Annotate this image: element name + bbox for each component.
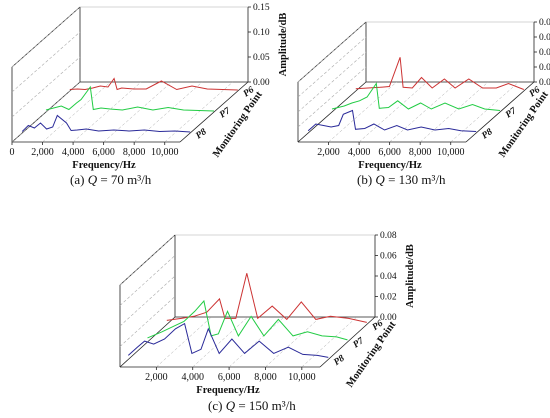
panel-b-floor-gridline bbox=[389, 81, 458, 143]
panel-a-y-tick-label: 0.05 bbox=[253, 53, 270, 63]
panel-c-floor-gridline bbox=[301, 316, 357, 368]
panel-a-floor-gridline bbox=[11, 81, 81, 143]
panel-b-x-tick-label: 4,000 bbox=[348, 147, 371, 158]
panel-a-wall-gridline bbox=[11, 31, 81, 93]
panel-b-floor-left-edge bbox=[297, 81, 367, 143]
panel-c-x-tick-label: 6,000 bbox=[218, 372, 241, 383]
panel-c-monitoring-axis bbox=[319, 316, 376, 368]
panel-a-y-tick-label: 0.10 bbox=[253, 28, 270, 38]
panel-b-wall-gridline bbox=[297, 51, 367, 113]
caption-b-text: = 130 m³/h bbox=[388, 172, 446, 187]
caption-b-label: (b) bbox=[357, 172, 373, 187]
panel-b-y-tick-label: 0.06 bbox=[539, 33, 550, 43]
panel-b-x-axis-title: Frequency/Hz bbox=[358, 160, 422, 171]
caption-c-var: Q bbox=[225, 398, 236, 413]
panel-c-series-p7 bbox=[147, 299, 348, 341]
panel-b-series-label-p8: P8 bbox=[480, 127, 495, 141]
panel-b-series-p7 bbox=[331, 82, 501, 111]
panel-c-y-tick-label: 0.02 bbox=[380, 293, 397, 303]
panel-a-y-tick-label: 0.15 bbox=[253, 3, 270, 13]
caption-c-text: = 150 m³/h bbox=[238, 398, 296, 413]
panel-c-x-tick-label: 8,000 bbox=[254, 372, 277, 383]
panel-b-y-tick-label: 0.02 bbox=[539, 63, 550, 73]
panel-a-series-p7 bbox=[45, 85, 215, 112]
panel-c-floor-gridline bbox=[228, 316, 285, 368]
caption-c: (c) Q = 150 m³/h bbox=[208, 398, 296, 414]
panel-b-x-tick-label: 10,000 bbox=[437, 147, 465, 158]
panel-a-floor-gridline bbox=[164, 81, 233, 143]
panel-c-y-tick-label: 0.06 bbox=[380, 252, 397, 262]
caption-c-label: (c) bbox=[208, 398, 223, 413]
caption-a-text: = 70 m³/h bbox=[100, 172, 152, 187]
panel-a-series-p8 bbox=[21, 114, 191, 133]
panel-a-x-tick-label: 2,000 bbox=[31, 147, 54, 158]
caption-a-label: (a) bbox=[70, 172, 85, 187]
panel-a-floor-gridline bbox=[42, 81, 111, 143]
panel-c-floor-gridline bbox=[156, 316, 212, 368]
panel-b-wall-gridline bbox=[297, 66, 367, 128]
panel-c-y-tick-label: 0.08 bbox=[380, 231, 397, 241]
panel-c-series-label-p8: P8 bbox=[332, 354, 347, 368]
panel-a-x-tick-label: 6,000 bbox=[92, 147, 115, 158]
panel-b-y-tick-label: 0.00 bbox=[539, 78, 550, 88]
panel-b-y-tick-label: 0.08 bbox=[539, 18, 550, 28]
caption-b: (b) Q = 130 m³/h bbox=[357, 172, 446, 188]
panel-a-z-axis-title: Monitoring Point bbox=[211, 89, 265, 160]
panel-b-x-tick-label: 8,000 bbox=[409, 147, 432, 158]
caption-a-var: Q bbox=[87, 172, 98, 187]
panel-b-floor-gridline bbox=[358, 81, 428, 143]
panel-a-y-axis-title: Amplitude/dB bbox=[278, 13, 289, 77]
panel-a-series-p6 bbox=[69, 77, 238, 91]
panel-a-y-tick-label: 0.00 bbox=[253, 78, 270, 88]
panel-b-x-tick-label: 2,000 bbox=[317, 147, 340, 158]
panel-b-y-tick-label: 0.04 bbox=[539, 48, 550, 58]
panel-c-z-axis-title: Monitoring Point bbox=[345, 319, 399, 390]
panel-a-wall-gridline bbox=[11, 56, 81, 118]
panel-b-wall-gridline bbox=[297, 21, 367, 83]
panel-c-wall-gridline bbox=[119, 234, 176, 286]
panel-b-z-axis-title: Monitoring Point bbox=[497, 89, 550, 160]
panel-b-wall-gridline bbox=[297, 36, 367, 98]
panel-a-floor-gridline bbox=[103, 81, 172, 143]
panel-a-x-axis-title: Frequency/Hz bbox=[72, 160, 136, 171]
panel-b-floor-gridline bbox=[450, 81, 519, 143]
panel-b-floor-gridline bbox=[328, 81, 397, 143]
panel-c-wall-gridline bbox=[119, 296, 176, 347]
panel-c-wall-gridline bbox=[119, 275, 176, 327]
panel-a-wall-gridline bbox=[11, 6, 81, 68]
panel-a-floor-gridline bbox=[72, 81, 142, 143]
panel-a-x-tick-label: 8,000 bbox=[123, 147, 146, 158]
panel-c-y-axis-title: Amplitude/dB bbox=[405, 244, 416, 308]
panel-c-x-tick-label: 4,000 bbox=[181, 372, 204, 383]
panel-c-y-tick-label: 0.00 bbox=[380, 313, 397, 323]
panel-b-series-p8 bbox=[307, 109, 477, 132]
panel-a-x-tick-label: 0 bbox=[10, 147, 15, 158]
caption-a: (a) Q = 70 m³/h bbox=[70, 172, 151, 188]
panel-a-series-label-p7: P7 bbox=[218, 105, 233, 120]
panel-c-y-tick-label: 0.04 bbox=[380, 272, 397, 282]
panel-b-series-label-p7: P7 bbox=[504, 105, 519, 120]
panel-c-floor-gridline bbox=[192, 316, 248, 368]
panel-c-x-tick-label: 2,000 bbox=[145, 372, 168, 383]
panel-c-series-label-p7: P7 bbox=[351, 335, 366, 350]
caption-b-var: Q bbox=[375, 172, 385, 187]
panel-c-series-p8 bbox=[127, 322, 329, 358]
panel-c-series-p6 bbox=[166, 273, 367, 323]
panel-c-floor-gridline bbox=[265, 316, 321, 368]
panel-c-x-tick-label: 10,000 bbox=[288, 372, 316, 383]
panel-b-monitoring-axis bbox=[465, 81, 535, 143]
panel-b-series-p6 bbox=[355, 57, 524, 90]
panel-a-x-tick-label: 10,000 bbox=[151, 147, 179, 158]
panel-c-x-axis-title: Frequency/Hz bbox=[196, 385, 260, 396]
panel-a-monitoring-axis bbox=[179, 81, 249, 143]
panel-c-wall-gridline bbox=[119, 255, 176, 306]
panel-a-x-tick-label: 4,000 bbox=[62, 147, 85, 158]
panel-a-floor-gridline bbox=[134, 81, 203, 143]
panel-b-x-tick-label: 6,000 bbox=[378, 147, 401, 158]
panel-b-floor-gridline bbox=[420, 81, 489, 143]
panel-a-series-label-p8: P8 bbox=[194, 127, 209, 141]
